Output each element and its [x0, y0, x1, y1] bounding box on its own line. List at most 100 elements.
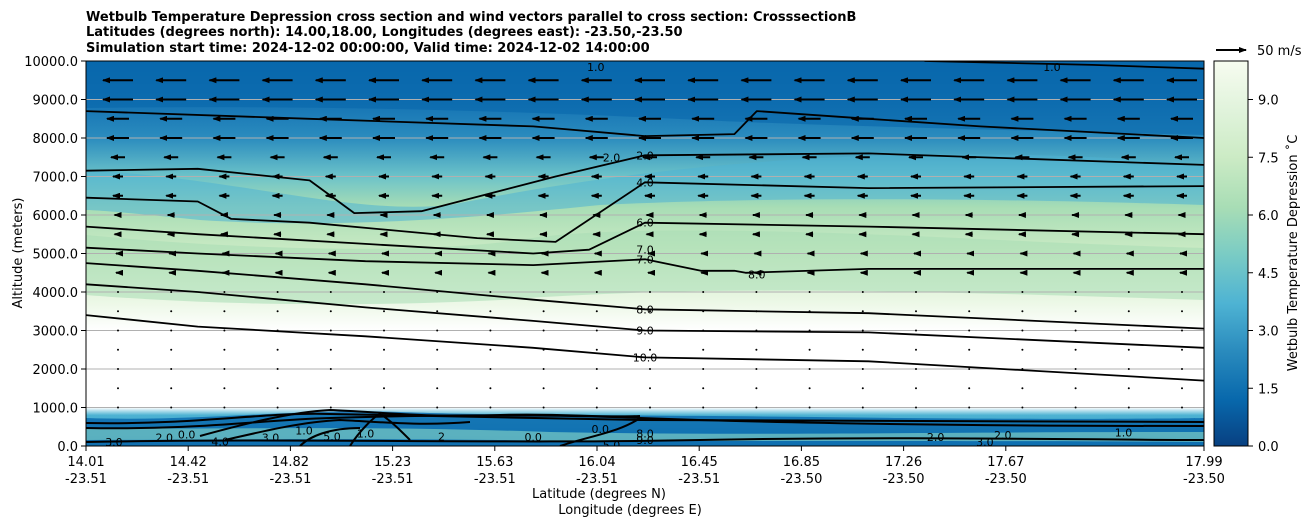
wind-vector: [649, 406, 651, 409]
contour-label: 3.0: [105, 436, 123, 449]
wind-vector: [1127, 291, 1130, 293]
x-tick-label-lon: -23.51: [474, 472, 516, 487]
quiver-key-label: 50 m/s: [1257, 44, 1302, 59]
wind-vector: [1074, 368, 1077, 370]
wind-vector: [117, 291, 119, 293]
wind-vector: [702, 406, 705, 409]
y-tick-label: 4000.0: [33, 286, 79, 301]
x-tick-label-lon: -23.50: [1183, 472, 1225, 487]
wind-vector: [223, 387, 226, 390]
green-band: [86, 230, 1204, 305]
x-tick-label-lon: -23.50: [780, 472, 822, 487]
wind-vector: [276, 387, 279, 390]
surface-contour-7: [559, 417, 641, 446]
wind-vector: [383, 406, 385, 409]
wind-vector: [861, 291, 864, 293]
wind-vector: [489, 291, 492, 293]
wind-vector: [117, 387, 119, 390]
x-tick-label-lat: 15.23: [374, 455, 411, 470]
wind-vector: [542, 329, 545, 332]
wind-vector: [915, 310, 917, 313]
wind-vector: [968, 387, 971, 390]
wind-vector: [489, 406, 492, 409]
wind-vector: [170, 387, 173, 390]
wind-vector: [170, 368, 173, 370]
contour-line-1.0: [86, 110, 1204, 139]
wind-vector: [1127, 368, 1130, 370]
wind-vector: [1021, 291, 1024, 293]
contour-label: 4.0: [636, 176, 654, 189]
wind-vector: [1074, 329, 1077, 332]
contour-label: 2.0: [994, 429, 1012, 442]
wind-vector: [117, 406, 119, 409]
x-tick-label-lat: 15.63: [476, 455, 513, 470]
colorbar-label: Wetbulb Temperature Depression ˚C: [1285, 135, 1301, 372]
colorbar-tick-label: 0.0: [1258, 440, 1279, 455]
contour-label: 8.0: [748, 269, 766, 282]
contour-label: 2: [438, 430, 445, 443]
wind-vector: [223, 348, 226, 351]
wind-vector: [755, 348, 758, 351]
wind-vector: [1074, 406, 1077, 409]
wind-vector: [1127, 387, 1130, 390]
wind-vector: [489, 348, 492, 351]
wind-vector: [276, 348, 279, 351]
wind-vector: [542, 387, 545, 390]
y-tick-label: 2000.0: [33, 363, 79, 378]
wind-vector: [170, 329, 173, 332]
contour-label: 10.0: [633, 351, 658, 364]
wind-vector: [1127, 406, 1130, 409]
wind-vector: [1074, 387, 1077, 390]
contour-line-2.0: [86, 152, 1204, 214]
wind-vector: [170, 348, 173, 351]
surface-contour-3: [199, 408, 641, 437]
title: Wetbulb Temperature Depression cross sec…: [86, 10, 856, 56]
surface-contour-5: [349, 412, 411, 446]
plot-area: 1.0 1.02.0 2.04.06.07.07.08.08.09.010.03.0…: [86, 61, 1204, 452]
wind-vector: [223, 406, 226, 409]
wind-vector: [1021, 406, 1024, 409]
wind-vector: [968, 329, 971, 332]
contour-label: 0.0: [592, 423, 610, 436]
contour-lines: [86, 61, 1204, 382]
contour-label: 4.0: [211, 435, 229, 448]
contour-label: 5.0: [603, 439, 621, 452]
wind-vector: [170, 310, 173, 313]
x-tick-label-lat: 17.26: [885, 455, 922, 470]
x-tick-label-lon: -23.51: [678, 472, 720, 487]
x-tick-label-lon: -23.51: [167, 472, 209, 487]
wind-vector: [1127, 329, 1130, 332]
wind-vector: [755, 291, 758, 293]
wind-vector: [383, 348, 385, 351]
x-tick-label-lon: -23.51: [65, 472, 107, 487]
wind-vector: [489, 329, 492, 332]
wind-vector: [542, 291, 545, 293]
y-tick-label: 0.0: [57, 440, 78, 455]
contour-label: 2.0: [927, 431, 945, 444]
contour-label: 9.0: [636, 434, 654, 447]
wind-vector: [329, 329, 332, 332]
wind-vector: [595, 387, 598, 390]
wind-vector: [595, 368, 598, 370]
colorbar-ticks: 0.0 1.5 3.0 4.5 6.0 7.5 9.0: [1248, 94, 1279, 455]
wind-vector: [595, 310, 598, 313]
contour-labels: 1.0 1.02.0 2.04.06.07.07.08.08.09.010.03.0…: [105, 61, 1132, 452]
wind-vector: [276, 368, 279, 370]
wind-vector: [1181, 329, 1183, 332]
wind-vector: [383, 291, 385, 293]
x-tick-label-lon: -23.51: [372, 472, 414, 487]
wind-vector: [915, 406, 917, 409]
wind-vector: [595, 348, 598, 351]
contour-label: 3.0: [976, 436, 994, 449]
y-tick-label: 5000.0: [33, 248, 79, 263]
wind-vector: [968, 406, 971, 409]
wind-vector: [808, 291, 811, 293]
wind-vector: [915, 329, 917, 332]
colorbar-tick-label: 7.5: [1258, 151, 1279, 166]
wind-vector: [755, 406, 758, 409]
contour-label: 1.0: [357, 427, 375, 440]
contour-line-10.0: [86, 314, 1204, 382]
wind-vector: [1021, 310, 1024, 313]
colorbar-tick-label: 1.5: [1258, 382, 1279, 397]
